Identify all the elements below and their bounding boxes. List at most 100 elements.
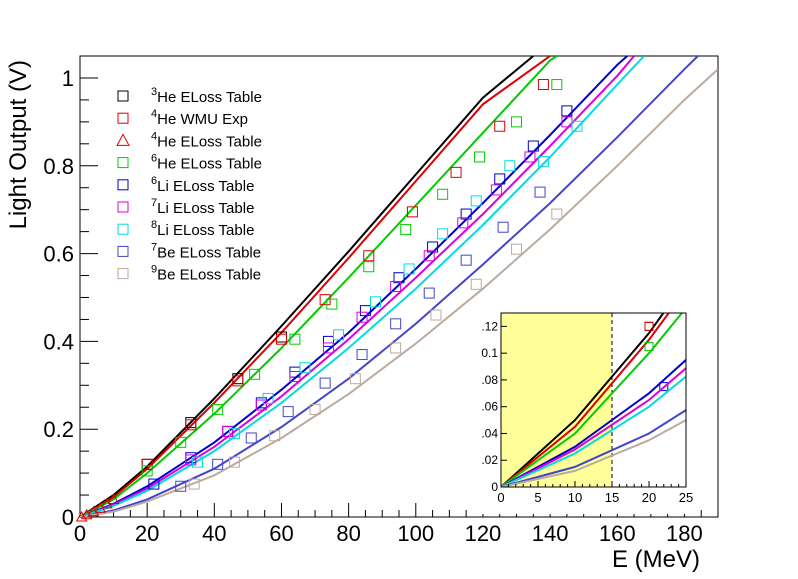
legend-mass-number: 9	[151, 264, 157, 276]
data-point-square	[185, 419, 197, 431]
inset-curve-5	[501, 366, 686, 487]
data-point-square	[275, 333, 287, 345]
inset-curve-8	[501, 418, 686, 487]
data-point-square	[319, 294, 331, 306]
data-point-square	[212, 403, 224, 415]
y-tick-label: 0	[62, 505, 74, 530]
legend-marker	[117, 157, 129, 169]
data-point-square	[494, 120, 506, 132]
data-point-square	[534, 186, 546, 198]
legend-marker	[117, 112, 129, 124]
inset-curve-1	[501, 313, 670, 487]
legend-entry: 7Be ELoss Table	[151, 241, 261, 261]
inset-frame	[500, 312, 687, 488]
data-point-square	[319, 377, 331, 389]
data-point-square	[299, 362, 311, 374]
data-point-square	[309, 403, 321, 415]
data-point-square	[212, 458, 224, 470]
inset-curve-3	[501, 313, 684, 487]
data-point-square	[349, 373, 361, 385]
x-tick-label: 0	[74, 521, 86, 546]
y-tick-label: 1	[62, 66, 74, 91]
data-point-square	[148, 478, 160, 490]
data-point-square	[551, 208, 563, 220]
series-curve-3	[80, 56, 558, 517]
data-point-square	[390, 281, 402, 292]
legend-mass-number: 7	[151, 241, 157, 253]
data-point-square	[470, 278, 482, 290]
legend-entry: 7Li ELoss Table	[151, 197, 254, 217]
legend-mass-number: 4	[151, 130, 157, 142]
legend-entry: 8Li ELoss Table	[151, 219, 254, 239]
x-axis-label: E (MeV)	[612, 546, 700, 573]
data-point-square	[490, 184, 502, 196]
y-tick-label: 0.4	[43, 329, 74, 354]
data-point-square	[427, 241, 439, 253]
data-point-square	[494, 173, 506, 185]
inset-x-tick-label: 0	[497, 490, 504, 505]
markers-group	[75, 79, 583, 522]
data-point-square	[289, 371, 301, 383]
data-point-square	[430, 309, 442, 321]
data-point-square	[363, 250, 375, 262]
legend-entry: 4He ELoss Table	[151, 130, 262, 150]
legend-label: Be ELoss Table	[157, 267, 261, 284]
y-tick-label: 0.8	[43, 154, 74, 179]
inset-x-tick-label: 15	[605, 490, 619, 505]
legend-label: He ELoss Table	[157, 156, 262, 173]
data-point-square	[504, 160, 516, 172]
data-point-square	[359, 305, 371, 317]
data-point-square	[390, 318, 402, 330]
legend-label: Li ELoss Table	[157, 222, 254, 239]
inset-y-tick-label: .04	[481, 426, 498, 440]
legend-mass-number: 7	[151, 197, 157, 209]
data-point-square	[403, 263, 415, 275]
data-point-square	[524, 151, 536, 163]
data-point-square	[460, 208, 472, 220]
data-point-square	[470, 195, 482, 207]
data-point-square	[474, 151, 486, 163]
x-tick-label: 40	[202, 521, 226, 546]
legend-label: Be ELoss Table	[157, 244, 261, 261]
data-point-square	[537, 155, 549, 167]
data-point-square	[390, 342, 402, 354]
x-tick-label: 100	[397, 521, 434, 546]
data-point-square	[141, 458, 153, 470]
data-point-square	[437, 228, 449, 240]
series-curve-1	[80, 56, 551, 517]
inset-x-tick-label: 5	[534, 490, 541, 505]
legend-marker	[117, 179, 129, 191]
data-point-square	[185, 454, 197, 466]
legend-marker	[117, 90, 129, 102]
inset-y-tick-label: .08	[481, 373, 498, 387]
inset-y-tick-label: 0	[491, 480, 498, 494]
x-tick-label: 140	[532, 521, 569, 546]
series-curve-7	[80, 56, 699, 517]
data-point-square	[326, 298, 338, 310]
data-point-square	[551, 79, 563, 91]
inset-data-point	[644, 321, 654, 331]
data-point-square	[450, 166, 462, 178]
data-point-square	[356, 311, 368, 323]
y-tick-label: 0.6	[43, 242, 74, 267]
data-point-square	[561, 105, 573, 117]
legend-mass-number: 6	[151, 175, 157, 187]
data-point-square	[437, 188, 449, 200]
data-point-square	[527, 140, 539, 152]
data-point-square	[457, 217, 469, 229]
data-point-square	[537, 79, 549, 91]
legend-entry: 9Be ELoss Table	[151, 264, 261, 284]
x-tick-label: 80	[336, 521, 360, 546]
legend-marker	[117, 245, 129, 257]
legend-label: He WMU Exp	[157, 111, 248, 128]
data-point-square	[192, 456, 204, 468]
inset-y-tick-label: .02	[481, 453, 498, 467]
inset-plot: 0 5 10 15 20 25 0 .02 .04 .06 .08 0.1 .12	[468, 306, 696, 514]
inset-data-point	[644, 341, 654, 351]
inset-y-tick-label: .12	[481, 319, 498, 333]
series-curve-6	[80, 56, 645, 517]
legend-mass-number: 6	[151, 153, 157, 165]
